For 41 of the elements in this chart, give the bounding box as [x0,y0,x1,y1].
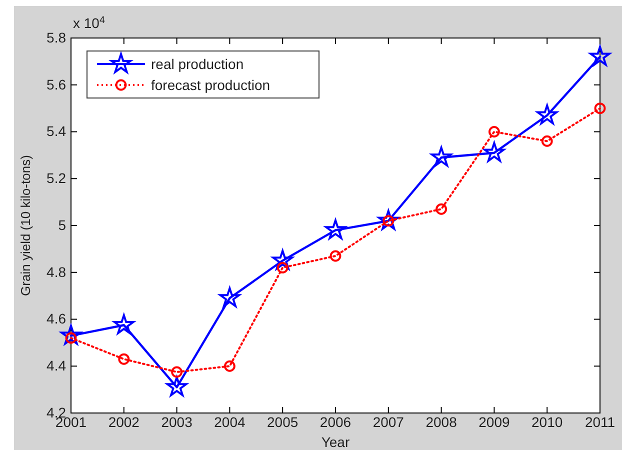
legend-label: real production [151,56,244,72]
x-tick-label: 2004 [214,414,246,430]
y-tick-label: 5.8 [46,29,66,46]
y-tick-label: 5.6 [46,76,66,92]
x-tick-label: 2009 [478,414,510,430]
point [272,250,294,270]
point [118,353,130,365]
x-tick-label: 2002 [108,414,140,430]
point [436,203,448,215]
x-axis-title: Year [321,434,350,450]
point [224,360,236,372]
x-tick-label: 2003 [161,414,193,430]
point [484,142,505,162]
point [219,287,240,308]
point [276,262,288,274]
y-tick-label: 4.8 [46,264,66,280]
point [171,366,183,378]
x-tick-label: 2006 [320,414,352,430]
point [536,104,558,124]
y-tick-label: 5.4 [46,123,66,140]
y-tick-label: 4.6 [46,310,66,327]
point [488,126,500,138]
point [325,219,346,240]
x-tick-label: 2010 [532,414,563,430]
point [166,376,188,396]
y-tick-label: 5 [58,216,66,233]
point [378,210,399,230]
x-tick-label: 2005 [267,414,298,430]
legend-label: forecast production [151,77,270,93]
y-axis-title: Grain yield (10 kilo-tons) [18,155,33,296]
point [590,46,610,66]
point [330,250,342,262]
x-tick-label: 2008 [426,414,458,430]
x-tick-label: 2011 [584,414,616,430]
x-tick-label: 2007 [372,414,404,430]
point [541,135,553,147]
y-tick-label: 5.2 [46,170,66,186]
point [594,102,606,114]
text: x 10$^{4}$ [73,14,106,31]
point [60,324,82,345]
y-tick-label: 4.4 [46,358,66,374]
